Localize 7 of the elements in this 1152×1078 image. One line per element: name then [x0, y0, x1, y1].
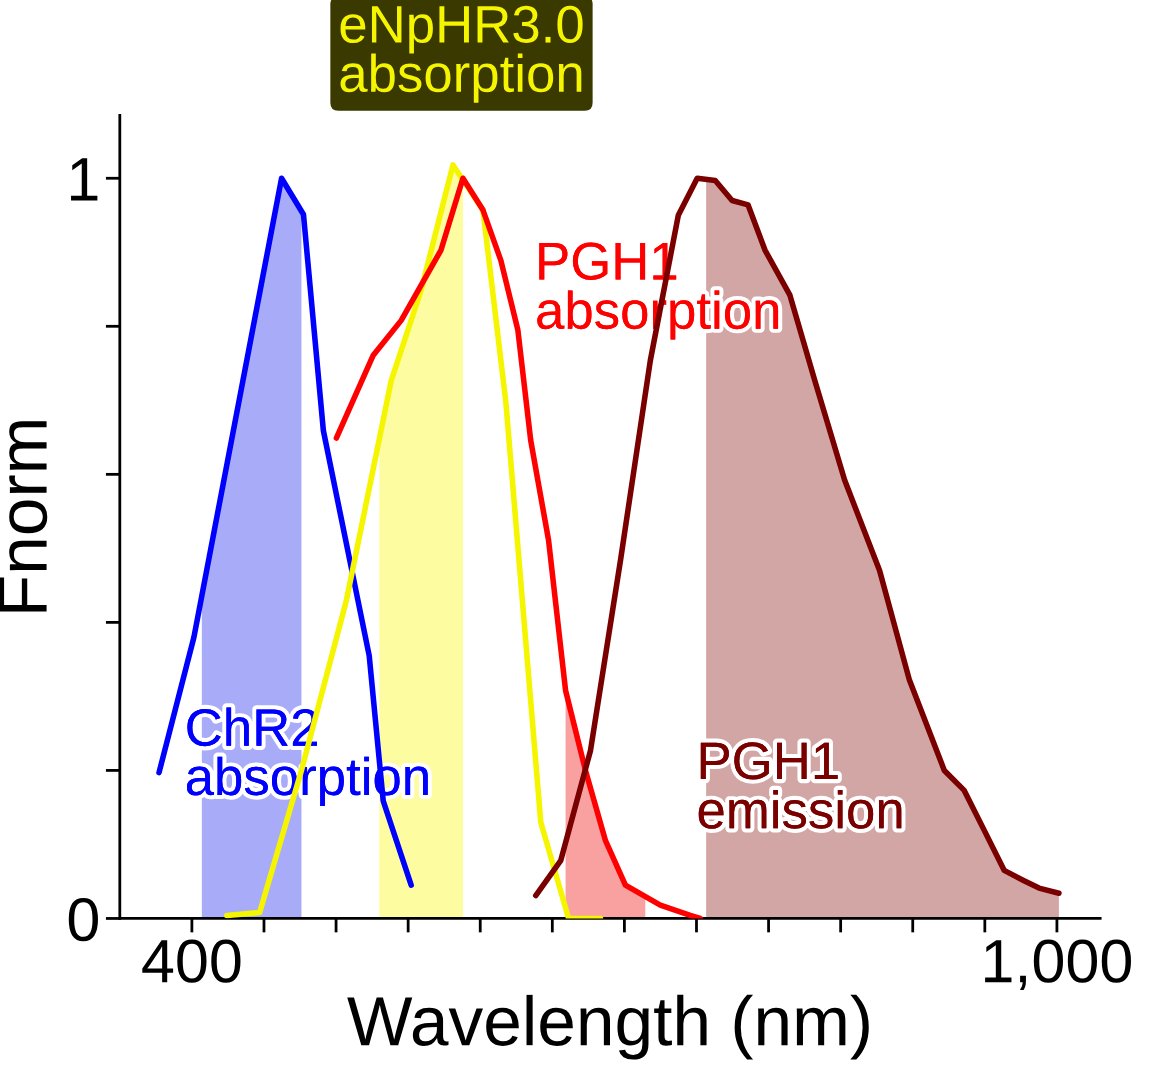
- x-tick-label: 1,000: [985, 939, 1131, 991]
- x-tick-label: 400: [142, 939, 241, 983]
- y-tick-label: 1: [71, 158, 98, 201]
- text: eNpHR3.0 absorption: [340, 5, 583, 103]
- x-axis-title: Wavelength (nm): [347, 994, 869, 1060]
- series-label: PGH1 emission: [698, 742, 902, 829]
- y-tick-label: 0: [68, 897, 98, 942]
